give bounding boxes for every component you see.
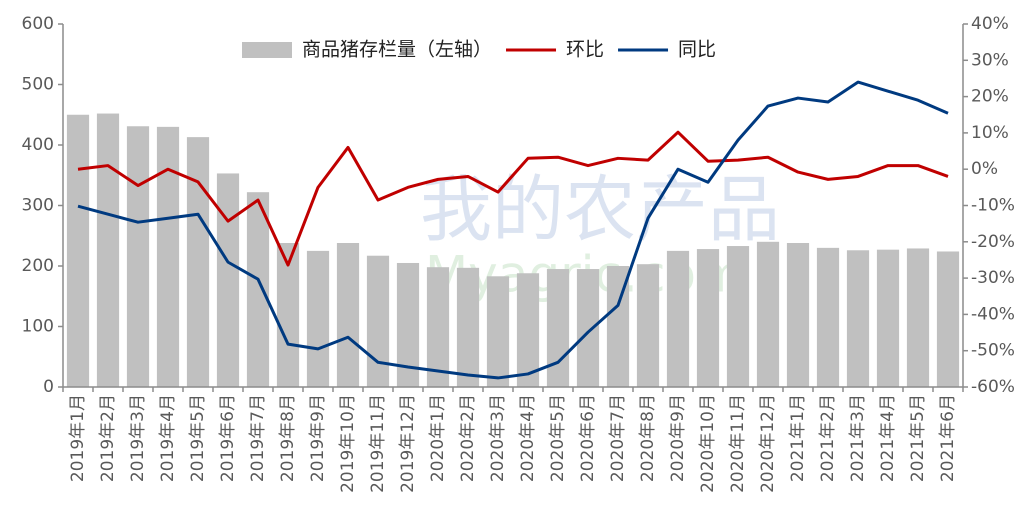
y-tick-label: 0 (43, 377, 54, 397)
y2-tick-label: -10% (971, 196, 1015, 216)
x-tick-label: 2020年4月 (518, 394, 538, 482)
y2-tick-label: -30% (971, 268, 1015, 288)
y-tick-label: 200 (22, 256, 54, 276)
bar (246, 192, 270, 387)
x-tick-label: 2019年10月 (338, 394, 358, 493)
x-tick-label: 2020年5月 (548, 394, 568, 482)
legend-label: 环比 (566, 39, 604, 61)
y2-tick-label: -40% (971, 304, 1015, 324)
y2-tick-label: 20% (971, 87, 1009, 107)
bar (156, 126, 180, 387)
x-tick-label: 2019年8月 (278, 394, 298, 482)
y-tick-label: 500 (22, 75, 54, 95)
line (77, 130, 949, 267)
y2-tick-label: 40% (971, 14, 1009, 34)
bar (426, 267, 450, 387)
x-tick-label: 2020年2月 (458, 394, 478, 482)
y2-tick-label: 30% (971, 50, 1009, 70)
bar (786, 243, 810, 387)
bar (606, 266, 630, 387)
y2-tick-label: -60% (971, 377, 1015, 397)
x-tick-label: 2021年4月 (878, 394, 898, 482)
y-tick-label: 600 (22, 14, 54, 34)
bar (696, 249, 720, 387)
x-tick-label: 2019年4月 (158, 394, 178, 482)
bar (726, 246, 750, 387)
bar (306, 250, 330, 387)
bar (216, 173, 240, 387)
x-tick-label: 2020年9月 (668, 394, 688, 482)
x-tick-label: 2019年7月 (248, 394, 268, 482)
bar (486, 276, 510, 387)
x-tick-label: 2020年7月 (608, 394, 628, 482)
bar (876, 249, 900, 387)
bar (516, 273, 540, 387)
y2-tick-label: 0% (971, 159, 998, 179)
x-tick-label: 2019年12月 (398, 394, 418, 493)
y2-tick-label: -20% (971, 232, 1015, 252)
y-tick-label: 100 (22, 317, 54, 337)
bar (756, 241, 780, 387)
bar (276, 243, 300, 387)
y2-tick-label: -50% (971, 341, 1015, 361)
x-tick-label: 2019年3月 (128, 394, 148, 482)
y-tick-label: 300 (22, 196, 54, 216)
y2-tick-label: 10% (971, 123, 1009, 143)
legend-label: 同比 (678, 39, 716, 61)
bar (366, 255, 390, 387)
x-tick-label: 2021年6月 (938, 394, 958, 482)
x-tick-label: 2021年3月 (848, 394, 868, 482)
x-tick-label: 2020年8月 (638, 394, 658, 482)
x-tick-label: 2019年1月 (68, 394, 88, 482)
bar (906, 248, 930, 387)
bar (186, 137, 210, 387)
x-tick-label: 2020年12月 (758, 394, 778, 493)
x-tick-label: 2021年5月 (908, 394, 928, 482)
x-tick-label: 2020年6月 (578, 394, 598, 482)
bar (636, 264, 660, 387)
line (77, 80, 949, 380)
legend-label: 商品猪存栏量（左轴） (302, 39, 492, 61)
bar (396, 262, 420, 387)
x-tick-label: 2021年1月 (788, 394, 808, 482)
bar (456, 267, 480, 387)
bar (66, 114, 90, 387)
x-tick-label: 2019年11月 (368, 394, 388, 493)
bar (126, 126, 150, 388)
legend-swatch (242, 42, 292, 58)
bar (96, 113, 120, 387)
bar (816, 247, 840, 387)
x-tick-label: 2019年2月 (98, 394, 118, 482)
x-tick-label: 2019年9月 (308, 394, 328, 482)
bar (936, 251, 960, 387)
bar (666, 250, 690, 387)
x-tick-label: 2020年3月 (488, 394, 508, 482)
x-tick-label: 2019年5月 (188, 394, 208, 482)
bar (336, 243, 360, 387)
bar (546, 269, 570, 387)
x-tick-label: 2019年6月 (218, 394, 238, 482)
x-tick-label: 2020年11月 (728, 394, 748, 493)
bar (846, 250, 870, 387)
bar (576, 269, 600, 387)
x-tick-label: 2021年2月 (818, 394, 838, 482)
y-tick-label: 400 (22, 135, 54, 155)
x-tick-label: 2020年10月 (698, 394, 718, 493)
x-tick-label: 2020年1月 (428, 394, 448, 482)
